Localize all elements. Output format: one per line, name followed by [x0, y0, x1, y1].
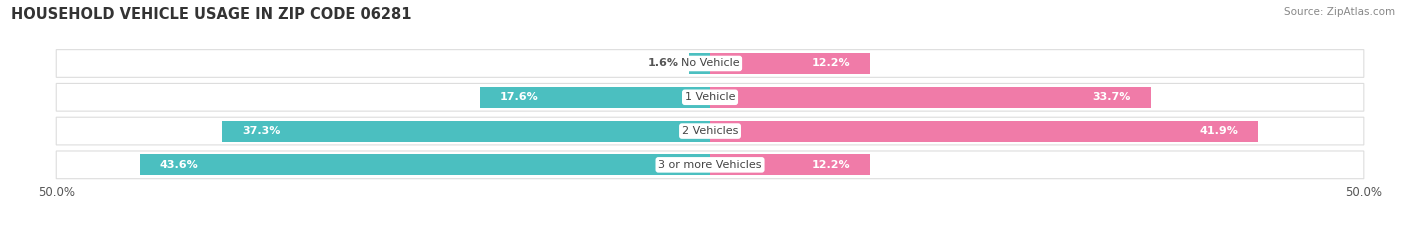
- FancyBboxPatch shape: [56, 151, 1364, 179]
- Bar: [141, 154, 710, 175]
- Bar: [689, 53, 710, 74]
- FancyBboxPatch shape: [56, 50, 1364, 77]
- Text: Source: ZipAtlas.com: Source: ZipAtlas.com: [1284, 7, 1395, 17]
- Bar: [222, 121, 710, 141]
- Text: 43.6%: 43.6%: [159, 160, 198, 170]
- Text: 1 Vehicle: 1 Vehicle: [685, 92, 735, 102]
- Text: 2 Vehicles: 2 Vehicles: [682, 126, 738, 136]
- FancyBboxPatch shape: [56, 117, 1364, 145]
- Bar: [710, 53, 869, 74]
- Text: 37.3%: 37.3%: [242, 126, 280, 136]
- Text: 1.6%: 1.6%: [648, 58, 679, 69]
- Text: No Vehicle: No Vehicle: [681, 58, 740, 69]
- Bar: [710, 87, 1150, 108]
- Text: 17.6%: 17.6%: [499, 92, 538, 102]
- Text: 12.2%: 12.2%: [811, 58, 851, 69]
- Text: 41.9%: 41.9%: [1199, 126, 1239, 136]
- Bar: [710, 121, 1258, 141]
- Text: 33.7%: 33.7%: [1092, 92, 1130, 102]
- Text: HOUSEHOLD VEHICLE USAGE IN ZIP CODE 06281: HOUSEHOLD VEHICLE USAGE IN ZIP CODE 0628…: [11, 7, 412, 22]
- Bar: [710, 154, 869, 175]
- Bar: [479, 87, 710, 108]
- Text: 3 or more Vehicles: 3 or more Vehicles: [658, 160, 762, 170]
- FancyBboxPatch shape: [56, 83, 1364, 111]
- Text: 12.2%: 12.2%: [811, 160, 851, 170]
